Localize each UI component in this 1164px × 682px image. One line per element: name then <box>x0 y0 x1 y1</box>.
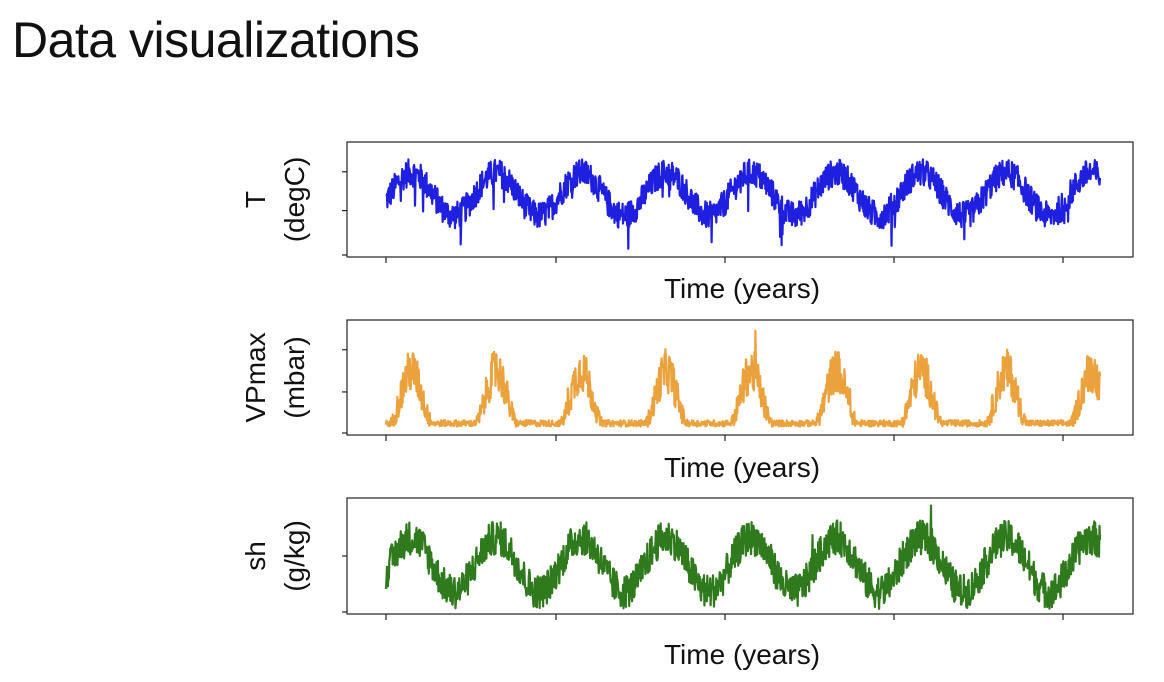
slide-title: Data visualizations <box>12 12 420 68</box>
x-axis-label: Time (years) <box>664 273 820 304</box>
y-axis-label-unit: (mbar) <box>279 336 310 418</box>
chart-temperature: Time (years) T (degC) <box>240 141 1134 304</box>
y-axis-label-name: VPmax <box>240 332 271 422</box>
plot-frame <box>346 141 1134 258</box>
y-axis-label-unit: (g/kg) <box>279 520 310 592</box>
x-axis-label: Time (years) <box>664 639 820 670</box>
chart-vpmax: Time (years) VPmax (mbar) <box>240 319 1134 483</box>
x-axis-label: Time (years) <box>664 452 820 483</box>
series-line-t <box>385 158 1102 250</box>
y-axis-label-name: T <box>240 191 271 208</box>
series-line-sh <box>384 504 1102 610</box>
plot-frame <box>346 319 1134 436</box>
y-axis-label-name: sh <box>240 541 271 571</box>
series-line-vpmax <box>384 329 1102 428</box>
chart-specific-humidity: Time (years) sh (g/kg) <box>240 497 1134 670</box>
y-axis-label-unit: (degC) <box>279 157 310 243</box>
